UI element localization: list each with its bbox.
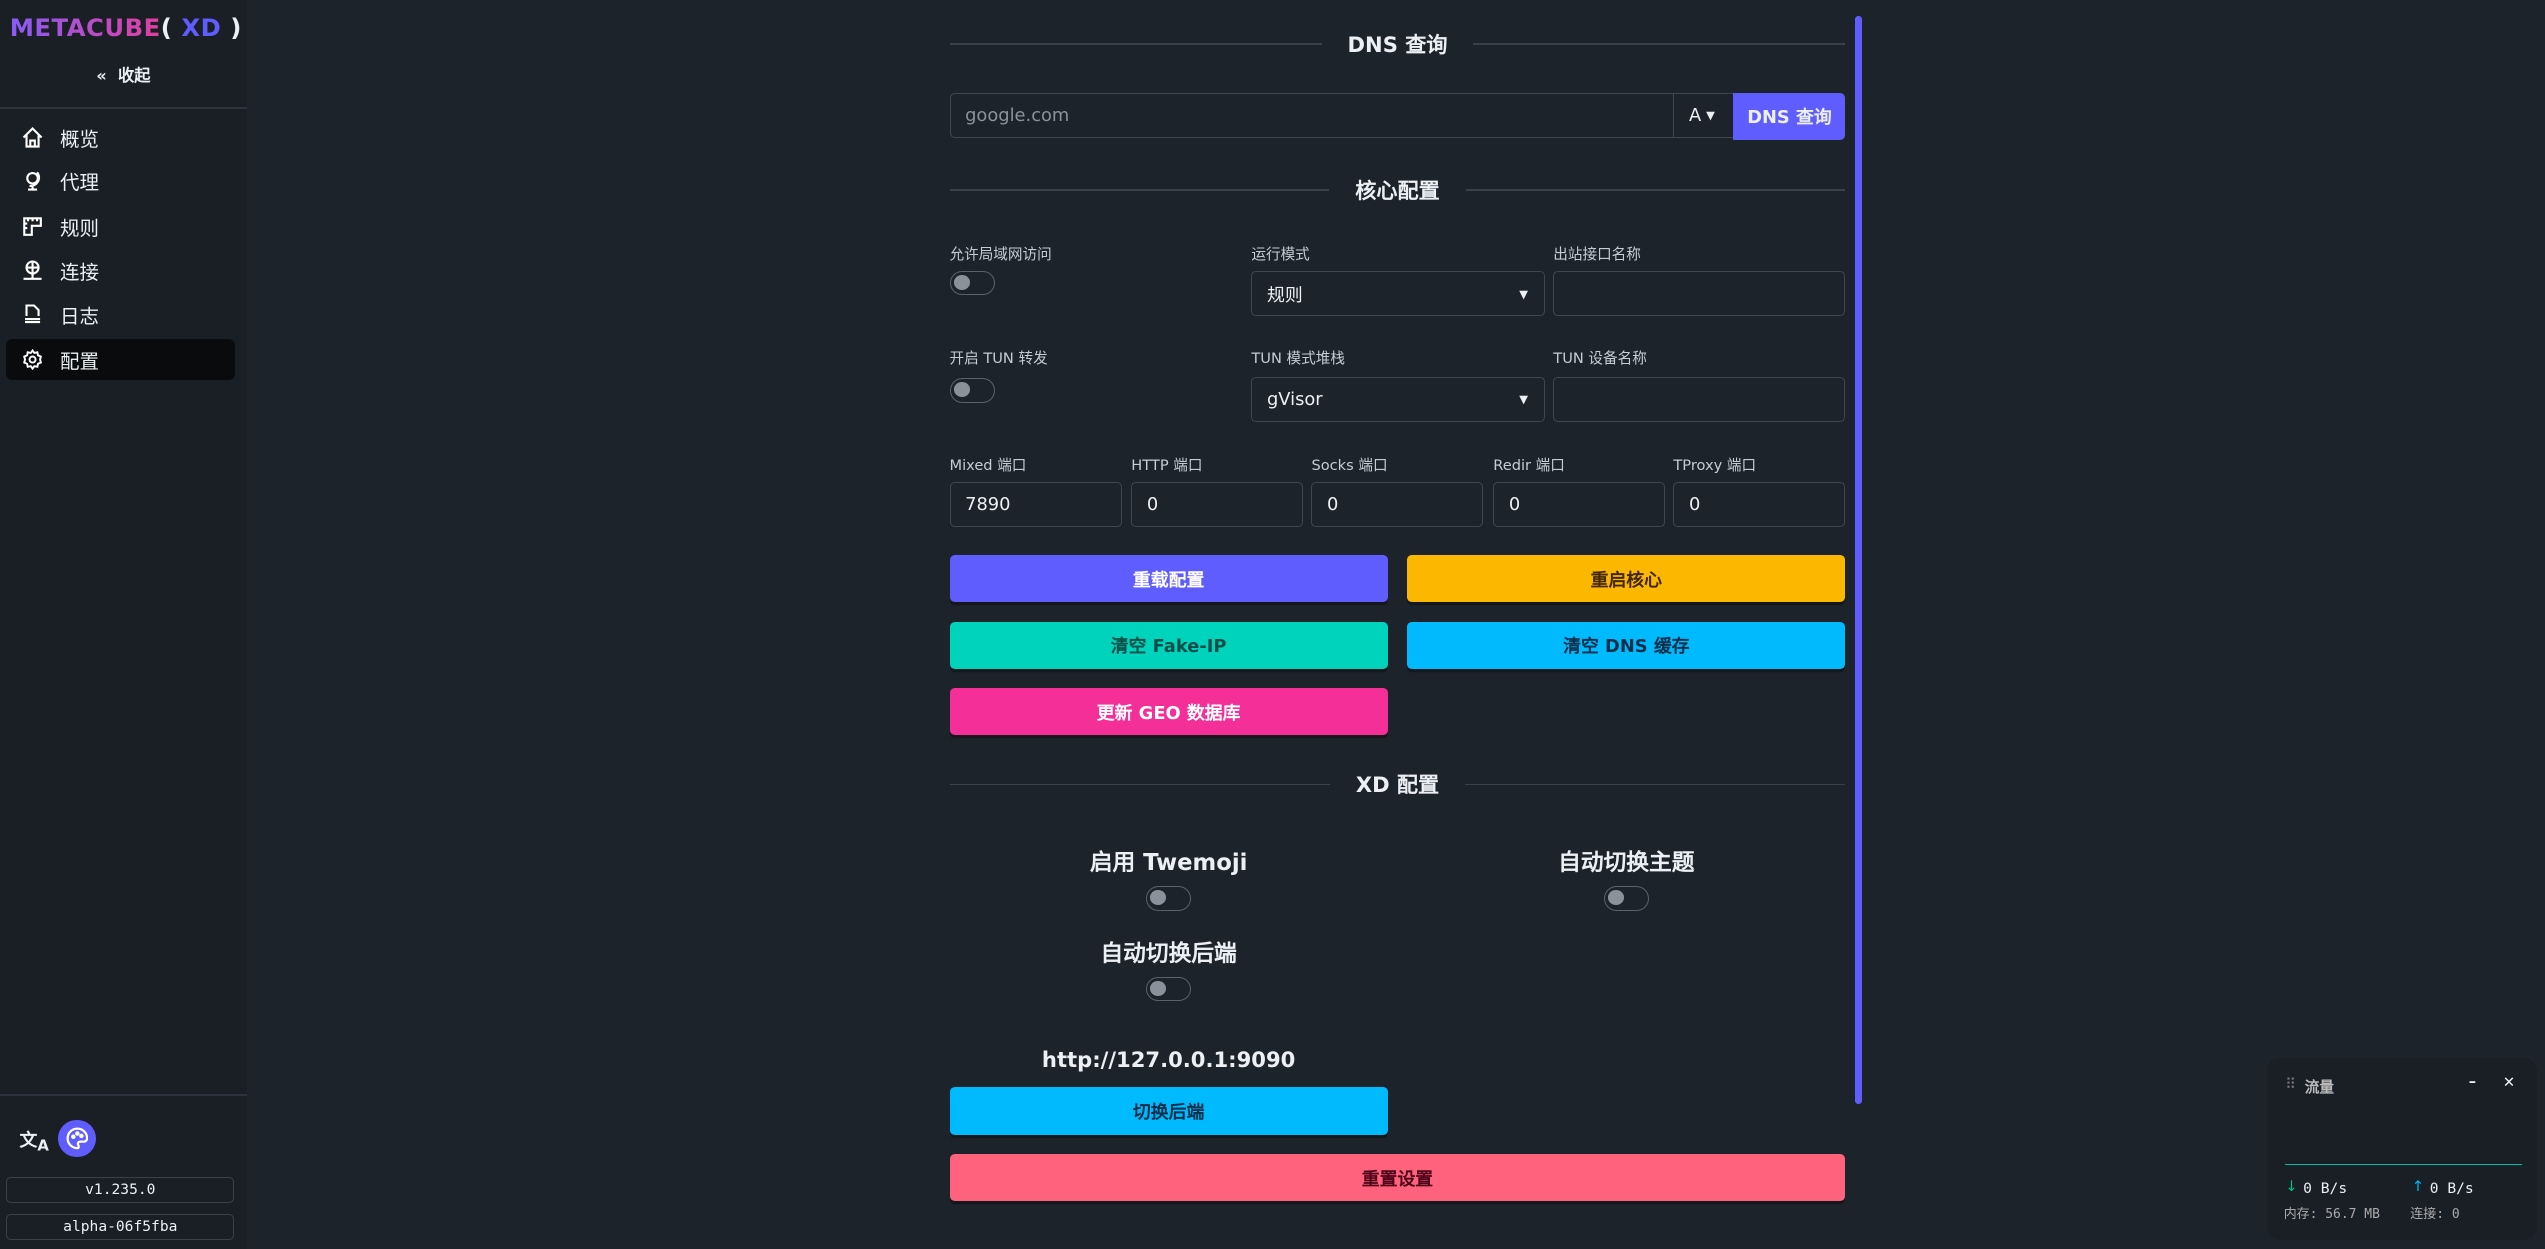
sidebar-item-proxies[interactable]: 代理 <box>6 161 235 202</box>
auto-backend-label: 自动切换后端 <box>1100 940 1237 967</box>
sidebar-item-label: 概览 <box>60 127 99 151</box>
scrollbar[interactable] <box>1855 16 1862 1104</box>
sidebar-item-config[interactable]: 配置 <box>6 339 236 380</box>
section-dns: DNS 查询 <box>950 29 1846 59</box>
document-icon <box>21 303 44 326</box>
home-icon <box>21 126 44 149</box>
sidebar-item-label: 配置 <box>60 350 99 373</box>
tun-stack-label: TUN 模式堆栈 <box>1251 350 1345 368</box>
auto-theme-toggle[interactable] <box>1603 886 1650 911</box>
logo-paren: ( <box>160 12 173 42</box>
port-label: TProxy 端口 <box>1673 457 1757 475</box>
auto-theme-label: 自动切换主题 <box>1558 850 1695 876</box>
update-geo-button[interactable]: 更新 GEO 数据库 <box>949 688 1388 736</box>
switch-backend-button[interactable]: 切换后端 <box>949 1087 1388 1135</box>
theme-palette-button[interactable] <box>58 1119 96 1158</box>
logo-text: METACUBE <box>9 12 161 42</box>
version-badge: v1.235.0 <box>6 1176 235 1204</box>
divider <box>0 107 247 109</box>
caret-down-icon: ▼ <box>1519 392 1528 407</box>
twemoji-toggle[interactable] <box>1145 886 1192 911</box>
interface-name-label: 出站接口名称 <box>1553 246 1641 264</box>
logo-xd: XD <box>172 12 231 42</box>
backend-url: http://127.0.0.1:9090 <box>1041 1046 1296 1072</box>
section-core: 核心配置 <box>950 175 1846 205</box>
ruler-icon <box>21 215 44 238</box>
port-label: Mixed 端口 <box>949 457 1027 475</box>
traffic-title: 流量 <box>2304 1079 2334 1097</box>
translate-icon[interactable]: 文A <box>19 1130 49 1155</box>
palette-icon <box>66 1127 88 1150</box>
close-icon[interactable]: ✕ <box>2502 1074 2516 1092</box>
section-title: 核心配置 <box>1355 178 1440 204</box>
allow-lan-toggle[interactable] <box>949 271 995 296</box>
section-title: XD 配置 <box>1355 772 1440 798</box>
mode-value: 规则 <box>1266 284 1303 306</box>
dns-type-value: A <box>1688 104 1702 126</box>
gear-icon <box>21 348 44 371</box>
section-title: DNS 查询 <box>1347 32 1448 58</box>
allow-lan-label: 允许局域网访问 <box>949 246 1052 264</box>
globe-stand-icon <box>21 170 44 193</box>
tun-toggle[interactable] <box>949 378 995 403</box>
section-xd: XD 配置 <box>950 769 1846 799</box>
sidebar-item-label: 日志 <box>60 304 99 328</box>
interface-name-input[interactable] <box>1553 271 1846 317</box>
dns-query-input[interactable]: google.com <box>949 92 1676 138</box>
arrow-down-icon: ↓ <box>2285 1178 2298 1196</box>
flush-fakeip-button[interactable]: 清空 Fake-IP <box>949 621 1388 669</box>
tun-label: 开启 TUN 转发 <box>949 350 1048 368</box>
mode-select[interactable]: 规则 ▼ <box>1251 271 1546 317</box>
reload-config-button[interactable]: 重载配置 <box>949 555 1388 603</box>
tproxy-port-input[interactable]: 0 <box>1673 482 1846 528</box>
logo-paren: ) <box>230 12 242 42</box>
socks-port-input[interactable]: 0 <box>1311 482 1484 528</box>
sidebar-item-label: 连接 <box>60 260 99 284</box>
sidebar-item-label: 规则 <box>60 216 99 240</box>
dns-query-button[interactable]: DNS 查询 <box>1733 92 1846 140</box>
collapse-button[interactable]: « 收起 <box>0 62 247 86</box>
tun-device-label: TUN 设备名称 <box>1553 350 1647 368</box>
minimize-icon[interactable]: – <box>2468 1072 2477 1090</box>
caret-down-icon: ▼ <box>1706 108 1715 123</box>
connection-count: 连接: 0 <box>2410 1206 2460 1222</box>
collapse-label: 收起 <box>118 65 151 85</box>
auto-backend-toggle[interactable] <box>1145 977 1192 1002</box>
sidebar-item-rules[interactable]: 规则 <box>6 206 235 247</box>
restart-core-button[interactable]: 重启核心 <box>1407 555 1846 603</box>
sidebar-item-label: 代理 <box>60 171 99 195</box>
sidebar-item-logs[interactable]: 日志 <box>6 294 235 335</box>
traffic-widget: ⠿ 流量 – ✕ ↓ 0 B/s ↑ 0 B/s 内存: 56.7 MB 连接:… <box>2267 1058 2537 1241</box>
arrow-up-icon: ↑ <box>2411 1178 2425 1196</box>
dns-type-select[interactable]: A ▼ <box>1673 92 1736 138</box>
caret-down-icon: ▼ <box>1519 286 1528 301</box>
sidebar: METACUBE( XD ) « 收起 概览 代理 规则 连接 日志 配置 文A… <box>0 0 247 1249</box>
logo: METACUBE( XD ) <box>10 13 242 42</box>
download-speed: 0 B/s <box>2303 1179 2348 1197</box>
divider <box>0 1093 247 1096</box>
tun-stack-select[interactable]: gVisor ▼ <box>1251 376 1546 422</box>
port-label: Socks 端口 <box>1311 457 1388 475</box>
sidebar-item-connections[interactable]: 连接 <box>6 250 235 291</box>
redir-port-input[interactable]: 0 <box>1493 482 1666 528</box>
traffic-graph-line <box>2285 1163 2523 1166</box>
flush-dns-button[interactable]: 清空 DNS 缓存 <box>1407 621 1846 669</box>
network-icon <box>21 259 44 282</box>
tun-device-input[interactable] <box>1553 376 1846 422</box>
drag-handle-icon[interactable]: ⠿ <box>2285 1076 2297 1094</box>
twemoji-label: 启用 Twemoji <box>1089 850 1248 876</box>
reset-settings-button[interactable]: 重置设置 <box>949 1154 1846 1202</box>
http-port-input[interactable]: 0 <box>1131 482 1304 528</box>
memory-usage: 内存: 56.7 MB <box>2283 1206 2380 1222</box>
build-badge: alpha-06f5fba <box>6 1214 235 1241</box>
sidebar-item-overview[interactable]: 概览 <box>6 117 235 158</box>
tun-stack-value: gVisor <box>1266 388 1323 410</box>
mode-label: 运行模式 <box>1251 246 1310 264</box>
upload-speed: 0 B/s <box>2429 1179 2474 1197</box>
mixed-port-input[interactable]: 7890 <box>949 482 1122 528</box>
port-label: HTTP 端口 <box>1131 457 1203 475</box>
chevrons-left-icon: « <box>96 65 107 85</box>
port-label: Redir 端口 <box>1493 457 1565 475</box>
